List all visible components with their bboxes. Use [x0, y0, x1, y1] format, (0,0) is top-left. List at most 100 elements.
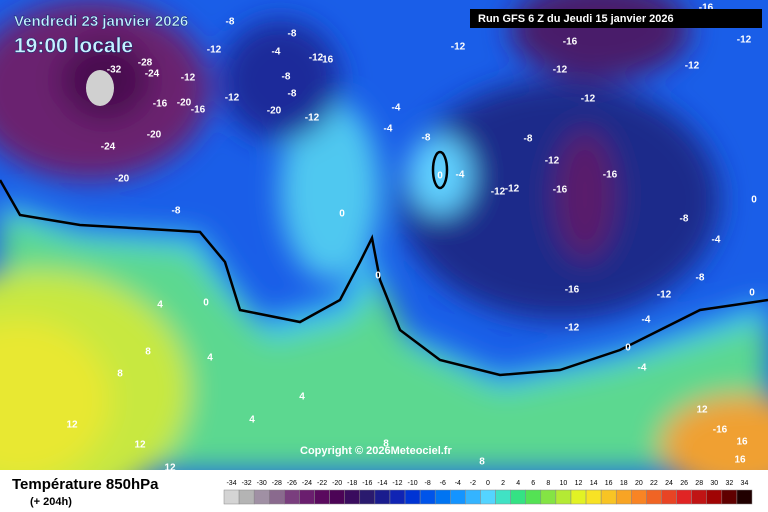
- scale-label: -22: [317, 480, 327, 487]
- footer-title: Température 850hPa: [12, 476, 159, 493]
- scale-swatch: [540, 489, 557, 505]
- zero-isotherm: [0, 179, 768, 377]
- contour-label: -8: [172, 206, 181, 217]
- contour-label: -8: [288, 29, 297, 40]
- contour-label: -12: [309, 53, 324, 64]
- color-scale: -34 -32 -30 -28 -26 -24 -22 -20 -18 -16 -14 -12 -10-…: [223, 480, 753, 505]
- contour-label: -12: [491, 187, 506, 198]
- contour-label: -28: [138, 58, 153, 69]
- contour-label: 0: [437, 171, 443, 182]
- scale-label: -14: [377, 480, 387, 487]
- run-box: [470, 9, 762, 28]
- contour-label: -16: [191, 105, 206, 116]
- contour-label: 4: [207, 353, 213, 364]
- contour-label: -12: [225, 93, 240, 104]
- contour-label: -16: [153, 99, 168, 110]
- scale-label: -4: [455, 480, 461, 487]
- scale-swatch: [374, 489, 391, 505]
- contour-label: -12: [737, 35, 752, 46]
- scale-label: 14: [590, 480, 598, 487]
- scale-label: 32: [725, 480, 733, 487]
- contour-label: -4: [642, 315, 651, 326]
- scale-swatch: [284, 489, 300, 505]
- contour-label: -16: [713, 425, 728, 436]
- scale-swatch: [480, 489, 496, 505]
- scale-swatch: [495, 489, 511, 505]
- contour-label: -24: [101, 142, 116, 153]
- contour-label: -8: [696, 273, 705, 284]
- scale-swatch: [434, 489, 451, 505]
- scale-swatch: [419, 489, 436, 505]
- contour-label: -12: [545, 156, 560, 167]
- contour-label: -8: [422, 133, 431, 144]
- scale-label: 24: [665, 480, 673, 487]
- scale-label: 6: [531, 480, 535, 487]
- contour-label: -4: [384, 124, 393, 135]
- scale-label: -30: [257, 480, 267, 487]
- scale-swatch: [600, 489, 617, 505]
- scale-swatch: [465, 489, 481, 505]
- contour-label: -4: [272, 47, 281, 58]
- scale-label: -8: [425, 480, 431, 487]
- contour-labels: -8-12-28-24-32-12-16 -20-16-12-20-24-20-8…: [66, 3, 757, 474]
- contour-label: -4: [712, 235, 721, 246]
- contour-label: -12: [565, 323, 580, 334]
- contour-label: -4: [392, 103, 401, 114]
- scale-swatch: [585, 489, 602, 505]
- scale-label: 12: [575, 480, 583, 487]
- contour-label: -8: [288, 89, 297, 100]
- contour-label: -4: [456, 170, 465, 181]
- scale-swatch: [525, 489, 542, 505]
- contour-label: 16: [734, 455, 746, 466]
- scale-swatch: [676, 489, 692, 505]
- contour-label: -12: [207, 45, 222, 56]
- contour-label: -12: [181, 73, 196, 84]
- scale-label: -32: [242, 480, 252, 487]
- contour-label: -32: [107, 65, 122, 76]
- contour-label: -8: [524, 134, 533, 145]
- contour-label: -12: [685, 61, 700, 72]
- contour-label: -16: [563, 37, 578, 48]
- scale-swatch: [570, 489, 587, 505]
- scale-swatch: [661, 489, 677, 505]
- contour-label: -8: [282, 72, 291, 83]
- scale-swatch: [706, 489, 723, 505]
- copyright: Copyright © 2026Meteociel.fr: [300, 445, 452, 457]
- scale-swatch: [314, 489, 330, 505]
- contour-label: -16: [319, 55, 334, 66]
- scale-label: -26: [287, 480, 297, 487]
- contour-label: 8: [383, 439, 389, 450]
- scale-swatch: [721, 489, 738, 505]
- contour-label: -20: [267, 106, 282, 117]
- zero-isotherm: [431, 150, 449, 190]
- footer-subtitle: (+ 204h): [30, 496, 72, 508]
- scale-swatch: [344, 489, 361, 505]
- scale-label: 4: [516, 480, 520, 487]
- scale-swatch: [269, 489, 285, 505]
- scale-swatch: [253, 489, 270, 505]
- contour-label: -4: [638, 363, 647, 374]
- scale-swatch: [404, 489, 421, 505]
- scale-label: -28: [272, 480, 282, 487]
- scale-swatch: [631, 489, 647, 505]
- scale-label: 22: [650, 480, 658, 487]
- scale-label: 10: [560, 480, 568, 487]
- scale-swatch: [223, 489, 240, 505]
- scale-swatch: [238, 489, 255, 505]
- contour-label: 12: [134, 440, 146, 451]
- contour-label: -16: [553, 185, 568, 196]
- scale-label: -34: [226, 480, 236, 487]
- contour-label: 12: [696, 405, 708, 416]
- contour-label: 0: [339, 209, 345, 220]
- date: Vendredi 23 janvier 2026: [14, 13, 188, 30]
- scale-swatch: [736, 489, 753, 505]
- scale-label: 34: [741, 480, 749, 487]
- contour-label: 4: [249, 415, 255, 426]
- scale-swatch: [615, 489, 632, 505]
- scale-swatch: [646, 489, 662, 505]
- contour-label: -12: [451, 42, 466, 53]
- run-info: Run GFS 6 Z du Jeudi 15 janvier 2026: [478, 13, 674, 25]
- contour-label: -12: [553, 65, 568, 76]
- contour-label: -12: [505, 184, 520, 195]
